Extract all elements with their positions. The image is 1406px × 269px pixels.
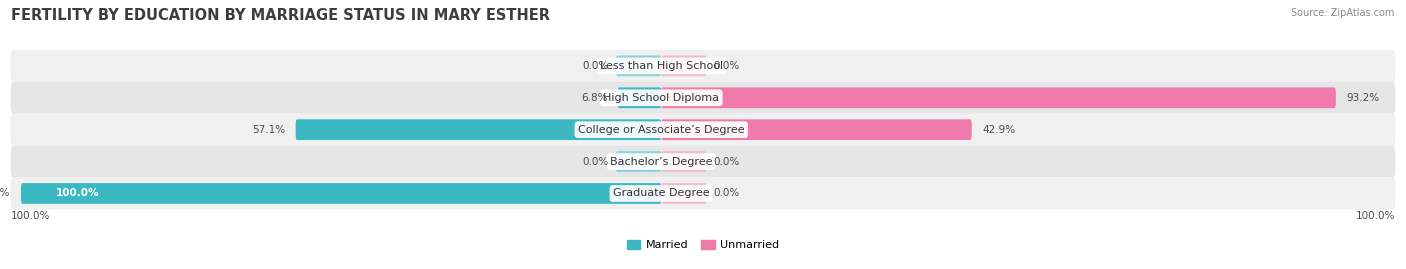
FancyBboxPatch shape xyxy=(10,146,1396,178)
Text: 93.2%: 93.2% xyxy=(1347,93,1379,103)
Text: 0.0%: 0.0% xyxy=(583,157,609,167)
FancyBboxPatch shape xyxy=(10,50,1396,82)
Text: 57.1%: 57.1% xyxy=(252,125,285,135)
Text: High School Diploma: High School Diploma xyxy=(603,93,720,103)
Text: Source: ZipAtlas.com: Source: ZipAtlas.com xyxy=(1291,8,1395,18)
Text: 100.0%: 100.0% xyxy=(0,189,10,199)
Text: 0.0%: 0.0% xyxy=(713,189,740,199)
Text: 100.0%: 100.0% xyxy=(56,189,100,199)
Text: 0.0%: 0.0% xyxy=(713,157,740,167)
FancyBboxPatch shape xyxy=(10,114,1396,146)
Text: 0.0%: 0.0% xyxy=(583,61,609,71)
Text: 42.9%: 42.9% xyxy=(983,125,1015,135)
Legend: Married, Unmarried: Married, Unmarried xyxy=(621,235,785,255)
FancyBboxPatch shape xyxy=(661,87,1336,108)
FancyBboxPatch shape xyxy=(661,151,706,172)
FancyBboxPatch shape xyxy=(617,87,661,108)
Text: Bachelor’s Degree: Bachelor’s Degree xyxy=(610,157,713,167)
FancyBboxPatch shape xyxy=(10,178,1396,209)
Text: College or Associate’s Degree: College or Associate’s Degree xyxy=(578,125,745,135)
Text: Less than High School: Less than High School xyxy=(600,61,723,71)
Text: 6.8%: 6.8% xyxy=(581,93,607,103)
Text: Graduate Degree: Graduate Degree xyxy=(613,189,710,199)
Text: 100.0%: 100.0% xyxy=(10,211,49,221)
FancyBboxPatch shape xyxy=(661,119,972,140)
FancyBboxPatch shape xyxy=(10,82,1396,114)
Text: FERTILITY BY EDUCATION BY MARRIAGE STATUS IN MARY ESTHER: FERTILITY BY EDUCATION BY MARRIAGE STATU… xyxy=(11,8,550,23)
FancyBboxPatch shape xyxy=(295,119,661,140)
FancyBboxPatch shape xyxy=(616,55,661,76)
Text: 100.0%: 100.0% xyxy=(1357,211,1396,221)
FancyBboxPatch shape xyxy=(661,183,706,204)
FancyBboxPatch shape xyxy=(661,55,706,76)
FancyBboxPatch shape xyxy=(21,183,661,204)
Text: 0.0%: 0.0% xyxy=(713,61,740,71)
FancyBboxPatch shape xyxy=(616,151,661,172)
